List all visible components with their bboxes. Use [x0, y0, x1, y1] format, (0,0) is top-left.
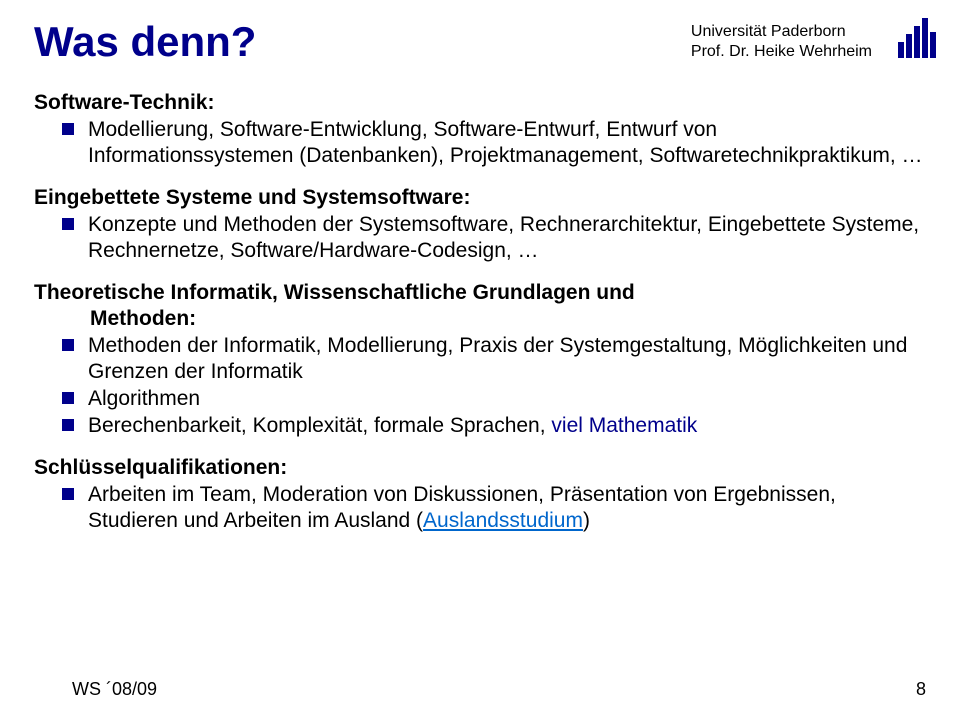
affil-uni: Universität Paderborn: [691, 22, 872, 42]
bullet-list: Arbeiten im Team, Moderation von Diskuss…: [34, 482, 926, 534]
slide-body: Software-Technik: Modellierung, Software…: [34, 90, 926, 534]
footer-term: WS ´08/09: [72, 679, 157, 700]
affil-prof: Prof. Dr. Heike Wehrheim: [691, 42, 872, 62]
university-logo-icon: [894, 14, 942, 67]
bullet-list: Modellierung, Software-Entwicklung, Soft…: [34, 117, 926, 169]
section-head-software: Software-Technik:: [34, 90, 926, 116]
bullet-list: Methoden der Informatik, Modellierung, P…: [34, 333, 926, 439]
section-head-theory-a: Theoretische Informatik, Wissenschaftlic…: [34, 281, 635, 304]
list-item: Berechenbarkeit, Komplexität, formale Sp…: [62, 413, 926, 439]
list-item: Konzepte und Methoden der Systemsoftware…: [62, 212, 926, 264]
list-item: Algorithmen: [62, 386, 926, 412]
section-head-keyquals: Schlüsselqualifikationen:: [34, 455, 926, 481]
section-head-theory-b: Methoden:: [90, 307, 196, 330]
text-black: ): [583, 509, 590, 532]
list-item: Methoden der Informatik, Modellierung, P…: [62, 333, 926, 385]
bullet-list: Konzepte und Methoden der Systemsoftware…: [34, 212, 926, 264]
page-title: Was denn?: [34, 18, 256, 66]
list-item: Modellierung, Software-Entwicklung, Soft…: [62, 117, 926, 169]
section-head-embedded: Eingebettete Systeme und Systemsoftware:: [34, 185, 926, 211]
section-head-theory: Theoretische Informatik, Wissenschaftlic…: [34, 280, 926, 332]
page-number: 8: [916, 679, 926, 700]
text-accent: viel Mathematik: [551, 414, 697, 437]
auslandsstudium-link[interactable]: Auslandsstudium: [423, 509, 583, 532]
text-black: Berechenbarkeit, Komplexität, formale Sp…: [88, 414, 551, 437]
list-item: Arbeiten im Team, Moderation von Diskuss…: [62, 482, 926, 534]
affiliation-block: Universität Paderborn Prof. Dr. Heike We…: [691, 22, 872, 62]
